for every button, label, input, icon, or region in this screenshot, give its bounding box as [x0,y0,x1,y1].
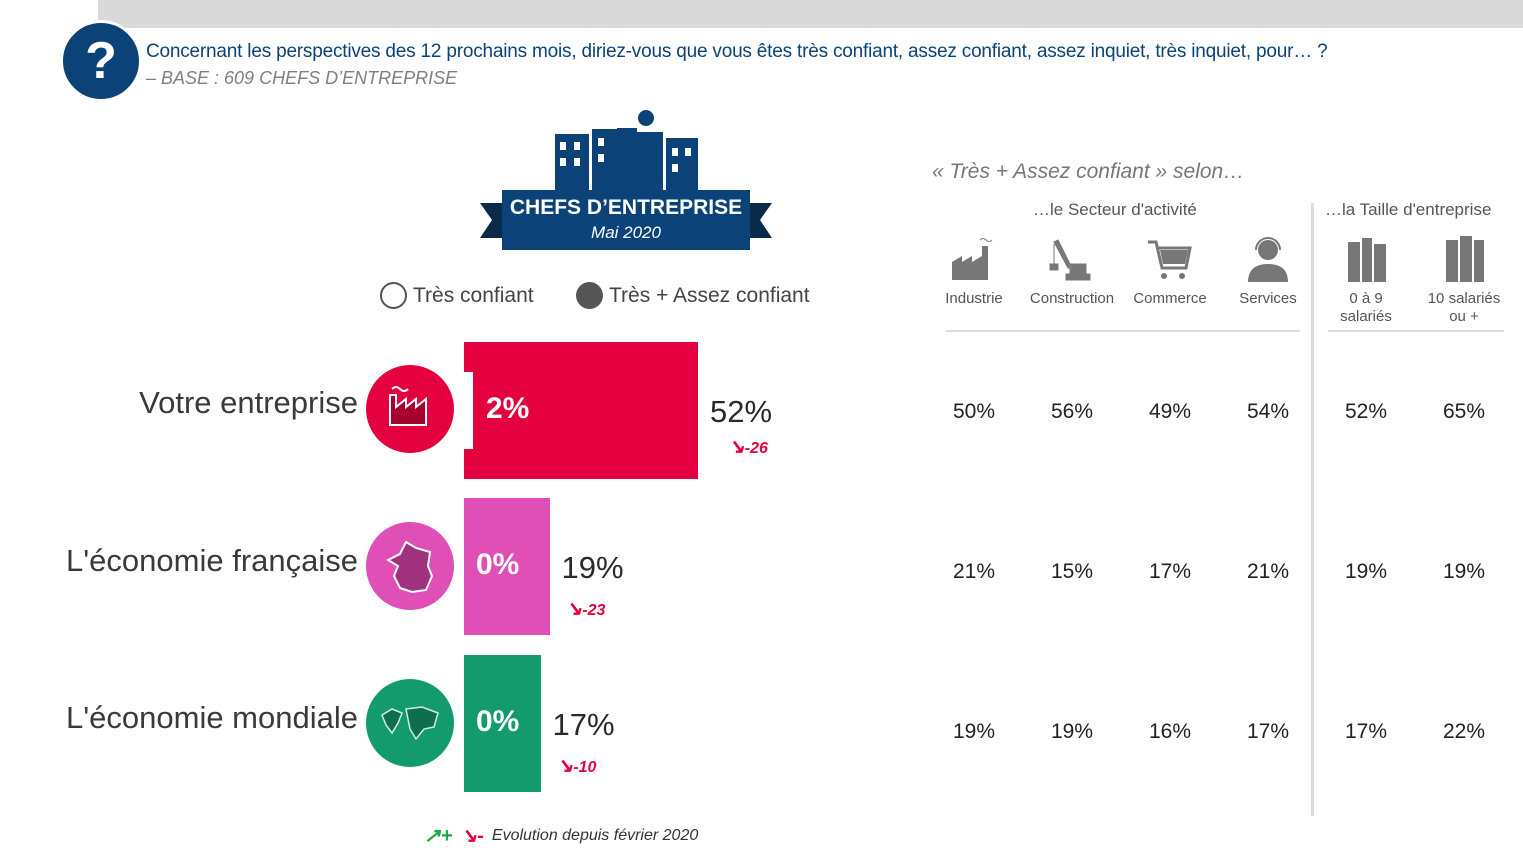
table-cell: 52% [1344,400,1388,423]
table-cell: 22% [1442,720,1486,743]
divider [1328,330,1504,332]
cart-icon [1148,240,1192,279]
breakdown-title: « Très + Assez confiant » selon… [932,160,1245,183]
factory-icon [366,365,454,453]
bar-label-total: 52% [710,394,773,429]
question-icon: ? [60,20,142,102]
evolution-value: ↘-23 [566,596,606,621]
evolution-label: -26 [744,440,768,457]
table-cell: 19% [952,720,996,743]
badge-title: CHEFS D’ENTREPRISE [509,196,743,219]
column-header: Commerce [1121,234,1219,308]
column-label: Commerce [1133,290,1207,307]
table-cell: 17% [1148,560,1192,583]
row-label-economie-mondiale: L'économie mondiale [66,700,358,735]
table-cell: 17% [1344,720,1388,743]
evolution-value: ↘-26 [728,434,768,459]
bar-label-tres-confiant: 2% [486,392,530,425]
bar-tres-assez-confiant [464,655,541,792]
evolution-label: -10 [573,759,597,776]
group-divider [1311,203,1314,816]
evolution-label: -23 [582,602,606,619]
column-header: 0 à 9 salariés [1317,234,1415,326]
badge-subtitle: Mai 2020 [591,223,661,242]
buildings-businessman-icon [480,110,772,250]
bar-label-tres-confiant: 0% [476,548,520,581]
legend-label: Très + Assez confiant [609,283,810,307]
table-cell: 17% [1246,720,1290,743]
bar-label-total: 17% [552,707,615,742]
legend-label: Très confiant [413,283,534,307]
world-map-icon [366,679,454,767]
table-cell: 56% [1050,400,1094,423]
france-map-icon [366,522,454,610]
column-header: 10 salariés ou + [1415,234,1513,326]
table-cell: 49% [1148,400,1192,423]
table-cell: 16% [1148,720,1192,743]
table-cell: 19% [1344,560,1388,583]
base-text: – BASE : 609 CHEFS D’ENTREPRISE [146,68,458,88]
table-cell: 19% [1050,720,1094,743]
legend-filled-circle-icon [576,282,603,309]
building-small-icon [1348,238,1386,282]
column-header: Services [1219,234,1317,308]
factory-icon [952,238,993,280]
column-header: Industrie [925,234,1023,308]
column-label: Industrie [945,290,1003,307]
top-bar [98,0,1523,28]
bar-label-tres-confiant: 0% [476,705,520,738]
table-cell: 21% [1246,560,1290,583]
group-taille-label: …la Taille d'entreprise [1325,200,1492,219]
table-cell: 65% [1442,400,1486,423]
legend-open-circle-icon [380,282,407,309]
table-cell: 54% [1246,400,1290,423]
chefs-entreprise-badge: CHEFS D’ENTREPRISE Mai 2020 [480,108,772,253]
table-cell: 19% [1442,560,1486,583]
arrow-down-icon: ↘ [565,598,583,620]
bar-tres-assez-confiant [464,498,550,635]
divider [946,330,1300,332]
column-label: Services [1239,290,1297,307]
evolution-value: ↘-10 [557,753,597,778]
crane-icon [1049,239,1091,281]
table-cell: 15% [1050,560,1094,583]
column-header: Construction [1023,234,1121,308]
arrow-up-icon: ↗+ [424,825,453,847]
bar-tres-assez-confiant [464,342,698,479]
headset-person-icon [1248,237,1288,282]
table-cell: 50% [952,400,996,423]
column-label: 0 à 9 salariés [1340,290,1392,325]
bar-tres-confiant [464,372,473,449]
group-secteur-label: …le Secteur d'activité [1033,200,1197,219]
question-text: Concernant les perspectives des 12 proch… [146,41,1328,62]
legend-tres-confiant: Très confiant [380,282,534,309]
column-label: 10 salariés ou + [1427,290,1505,325]
arrow-down-icon: ↘- [460,825,484,847]
arrow-down-icon: ↘ [728,436,745,458]
column-label: Construction [1029,290,1115,307]
table-cell: 21% [952,560,996,583]
row-label-economie-francaise: L'économie française [66,543,358,578]
row-label-entreprise: Votre entreprise [139,385,358,420]
bar-label-total: 19% [561,550,624,585]
building-large-icon [1446,236,1484,282]
legend-tres-assez-confiant: Très + Assez confiant [576,282,810,309]
evolution-note: Evolution depuis février 2020 [491,826,699,844]
evolution-legend: ↗+ ↘- Evolution depuis février 2020 [424,823,698,848]
arrow-down-icon: ↘ [556,755,574,777]
